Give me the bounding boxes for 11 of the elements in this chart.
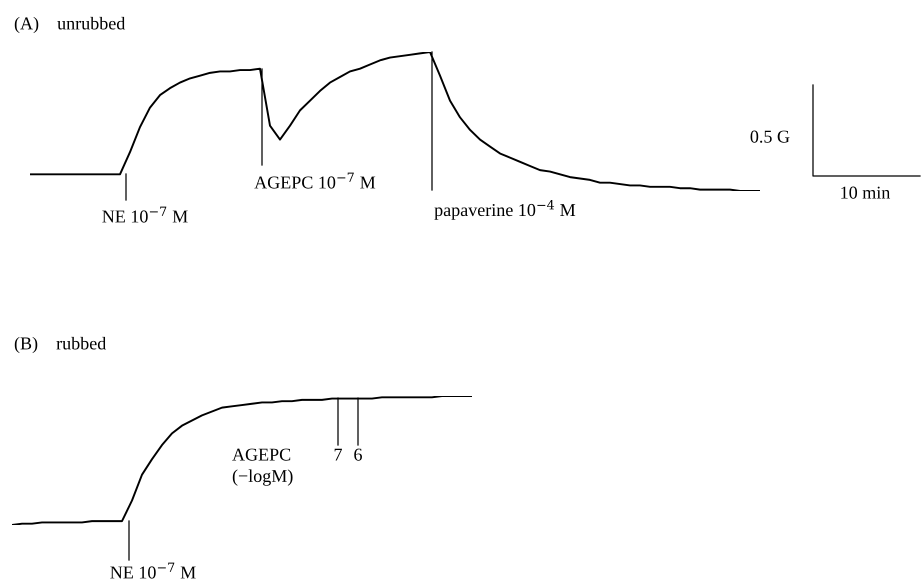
annotation: 0.5 G <box>750 130 790 143</box>
annotation: AGEPC 10$^{−7}$ M <box>254 172 376 189</box>
text: papaverine 10$^{−4}$ M <box>434 200 576 220</box>
annotation: 7 <box>334 448 342 461</box>
chart-title: (B) rubbed <box>14 336 106 354</box>
chart-title: (A) unrubbed <box>14 16 126 34</box>
text: 10 min <box>841 186 890 199</box>
annotation: 6 <box>354 448 362 461</box>
text: NE 10$^{−7}$ M <box>110 562 196 579</box>
annotation: AGEPC (−logM) <box>232 448 293 486</box>
text: NE 10$^{−7}$ M <box>102 206 188 223</box>
